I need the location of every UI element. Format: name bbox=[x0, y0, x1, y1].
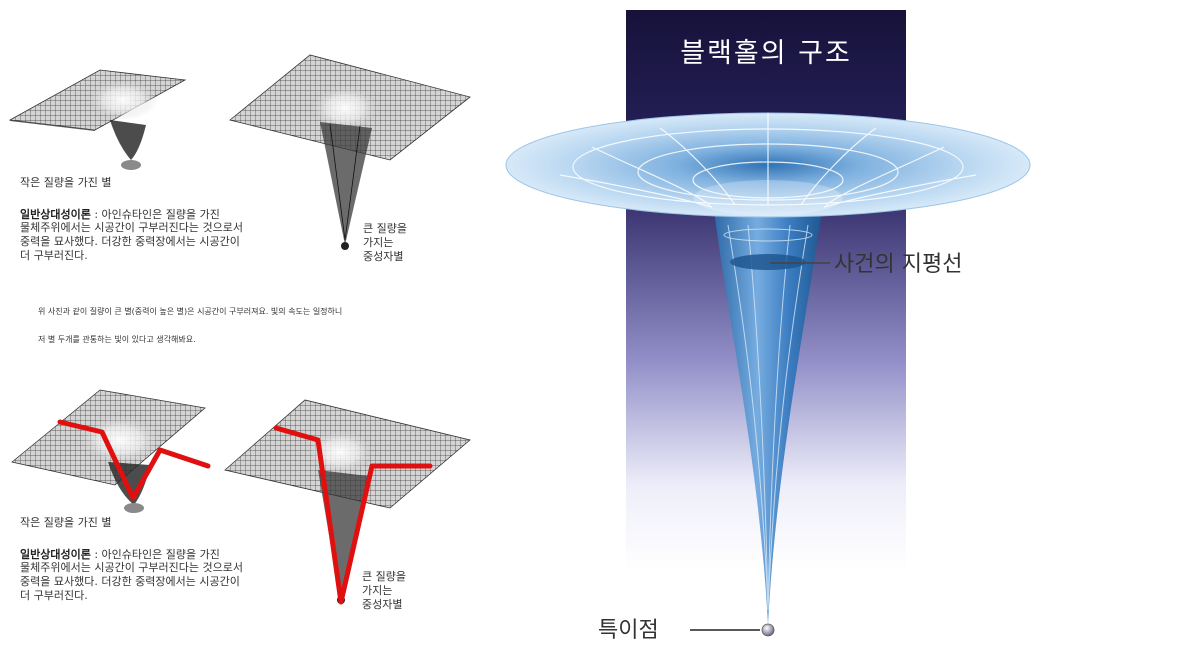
theory-text: 일반상대성이론 : 아인슈타인은 질량을 가진 bbox=[20, 547, 220, 561]
theory-title: 일반상대성이론 bbox=[20, 207, 91, 221]
note-line: 위 사진과 같이 질량이 큰 별(중력이 높은 별)은 시공간이 구부러져요. … bbox=[38, 306, 342, 316]
theory-line: 중력을 묘사했다. 더강한 중력장에서는 시공간이 bbox=[20, 575, 240, 588]
event-horizon-label: 사건의 지평선 bbox=[834, 252, 962, 277]
theory-line: 물체주위에서는 시공간이 구부러진다는 것으로서 bbox=[20, 561, 243, 574]
theory-line: : 아인슈타인은 질량을 가진 bbox=[91, 548, 220, 561]
neutron-star-grid bbox=[229, 54, 471, 250]
small-mass-caption: 작은 질량을 가진 별 bbox=[20, 516, 111, 529]
large-mass-caption: 가지는 bbox=[363, 236, 393, 249]
theory-title: 일반상대성이론 bbox=[20, 547, 91, 561]
black-hole-diagram: 블랙홀의 구조 사건의 지평선 bbox=[505, 10, 1031, 643]
black-hole-title: 블랙홀의 구조 bbox=[680, 38, 852, 69]
theory-line: 더 구부러진다. bbox=[20, 589, 88, 602]
top-figure: 작은 질량을 가진 별 일반상대성이론 : 아인슈타인은 질량을 가진 물체주위… bbox=[8, 54, 471, 263]
large-mass-caption: 큰 질량을 bbox=[363, 222, 407, 235]
event-horizon-ring bbox=[730, 254, 806, 270]
theory-line: 더 구부러진다. bbox=[20, 249, 88, 262]
theory-line: 물체주위에서는 시공간이 구부러진다는 것으로서 bbox=[20, 221, 243, 234]
large-mass-caption: 중성자별 bbox=[362, 598, 402, 611]
large-mass-caption: 중성자별 bbox=[363, 250, 403, 263]
light-path-small-mass bbox=[57, 419, 211, 501]
light-path-neutron-star bbox=[273, 425, 433, 605]
neutron-star-grid bbox=[224, 399, 471, 604]
singularity-label: 특이점 bbox=[598, 618, 659, 643]
note-line: 저 별 두개를 관통하는 빛이 있다고 생각해봐요. bbox=[38, 334, 196, 344]
singularity-point bbox=[761, 623, 775, 637]
theory-line: : 아인슈타인은 질량을 가진 bbox=[91, 208, 220, 221]
small-mass-caption: 작은 질량을 가진 별 bbox=[20, 176, 111, 189]
disk-grid bbox=[559, 112, 977, 208]
gravity-well-funnel bbox=[714, 210, 822, 625]
small-mass-grid bbox=[11, 389, 206, 513]
small-mass-grid bbox=[8, 69, 187, 170]
theory-text: 일반상대성이론 : 아인슈타인은 질량을 가진 bbox=[20, 207, 220, 221]
bottom-figure: 작은 질량을 가진 별 일반상대성이론 : 아인슈타인은 질량을 가진 물체주위… bbox=[11, 389, 471, 611]
large-mass-caption: 큰 질량을 bbox=[362, 570, 406, 583]
theory-line: 중력을 묘사했다. 더강한 중력장에서는 시공간이 bbox=[20, 235, 240, 248]
large-mass-caption: 가지는 bbox=[362, 584, 392, 597]
